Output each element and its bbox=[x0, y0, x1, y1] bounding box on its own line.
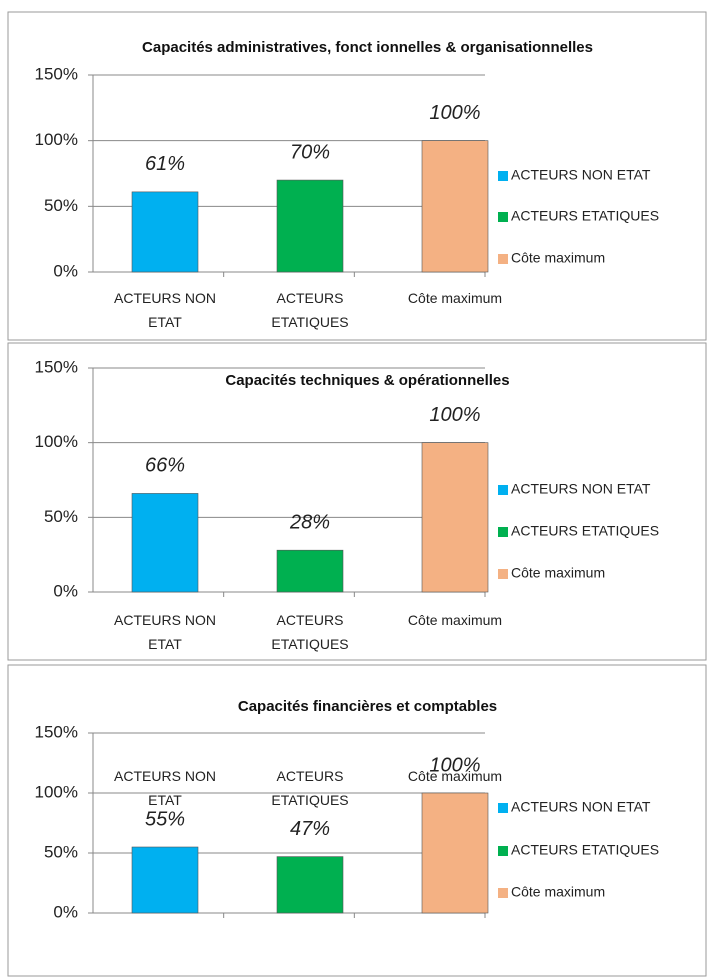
x-tick-label: ACTEURS NON ETAT bbox=[114, 612, 216, 652]
bar bbox=[421, 792, 489, 914]
data-label: 100% bbox=[429, 404, 480, 426]
y-tick-label: 50% bbox=[44, 842, 78, 861]
y-tick-label: 150% bbox=[35, 722, 78, 741]
legend-swatch bbox=[498, 846, 508, 856]
legend-label: ACTEURS ETATIQUES bbox=[511, 842, 659, 858]
chart-frame bbox=[7, 664, 707, 977]
data-label: 100% bbox=[429, 102, 480, 124]
chart-title: Capacités financières et comptables bbox=[237, 698, 498, 715]
x-tick-label: ACTEURS NON ETAT bbox=[114, 290, 216, 330]
bar bbox=[276, 856, 344, 914]
chart-frame bbox=[7, 11, 707, 341]
y-tick-label: 50% bbox=[44, 196, 78, 215]
y-tick-label: 100% bbox=[35, 782, 78, 801]
legend-label: Côte maximum bbox=[511, 884, 605, 900]
chart-title: Capacités administratives, fonct ionnell… bbox=[142, 39, 593, 56]
x-tick-label: ACTEURS ETATIQUES bbox=[271, 768, 349, 808]
y-tick-label: 0% bbox=[53, 581, 78, 600]
legend-label: Côte maximum bbox=[511, 565, 605, 581]
x-tick-label: ACTEURS NON ETAT bbox=[114, 768, 216, 808]
legend-swatch bbox=[498, 527, 508, 537]
legend-swatch bbox=[498, 212, 508, 222]
legend-swatch bbox=[498, 569, 508, 579]
x-tick-label: ACTEURS ETATIQUES bbox=[271, 290, 349, 330]
data-label: 55% bbox=[145, 808, 185, 830]
bar bbox=[131, 846, 199, 914]
x-tick-label: Côte maximum bbox=[407, 612, 503, 628]
legend-swatch bbox=[498, 171, 508, 181]
chart-frame bbox=[7, 342, 707, 661]
data-label: 28% bbox=[289, 511, 330, 533]
y-tick-label: 0% bbox=[53, 902, 78, 921]
y-tick-label: 150% bbox=[35, 357, 78, 376]
legend-swatch bbox=[498, 803, 508, 813]
chart-title: Capacités techniques & opérationnelles bbox=[225, 372, 510, 389]
legend-label: ACTEURS ETATIQUES bbox=[511, 523, 659, 539]
bar bbox=[276, 549, 344, 593]
bar bbox=[421, 442, 489, 593]
x-tick-label: Côte maximum bbox=[407, 768, 503, 784]
y-tick-label: 100% bbox=[35, 130, 78, 149]
data-label: 100% bbox=[429, 754, 480, 776]
bar bbox=[131, 493, 199, 593]
bar bbox=[131, 191, 199, 273]
legend-swatch bbox=[498, 485, 508, 495]
data-label: 70% bbox=[290, 141, 330, 163]
y-tick-label: 150% bbox=[35, 64, 78, 83]
data-label: 66% bbox=[145, 455, 185, 477]
y-tick-label: 50% bbox=[44, 507, 78, 526]
y-tick-label: 0% bbox=[53, 261, 78, 280]
bar bbox=[276, 179, 344, 273]
y-tick-label: 100% bbox=[35, 432, 78, 451]
x-tick-label: ACTEURS ETATIQUES bbox=[271, 612, 349, 652]
legend-label: ACTEURS NON ETAT bbox=[511, 167, 651, 183]
bar bbox=[421, 140, 489, 273]
legend-swatch bbox=[498, 888, 508, 898]
x-tick-label: Côte maximum bbox=[407, 290, 503, 306]
legend-label: Côte maximum bbox=[511, 250, 605, 266]
legend-label: ACTEURS ETATIQUES bbox=[511, 208, 659, 224]
legend-label: ACTEURS NON ETAT bbox=[511, 481, 651, 497]
legend-swatch bbox=[498, 254, 508, 264]
legend-label: ACTEURS NON ETAT bbox=[511, 799, 651, 815]
data-label: 61% bbox=[145, 153, 185, 175]
data-label: 47% bbox=[290, 818, 330, 840]
